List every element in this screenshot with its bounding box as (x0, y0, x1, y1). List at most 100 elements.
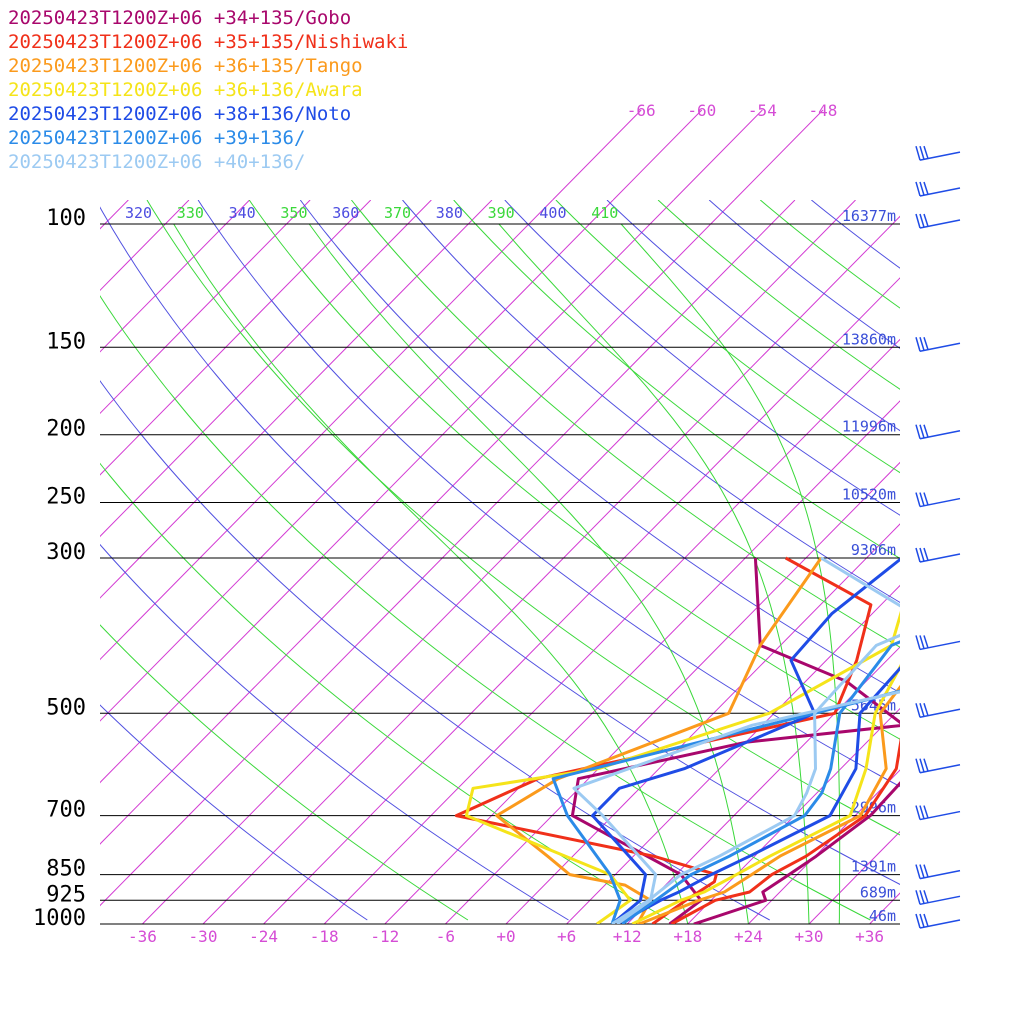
wind-barbs (915, 145, 961, 929)
wind-barb-feather (915, 145, 921, 161)
wind-barb (919, 219, 961, 229)
dewpoint-line-3 (464, 610, 900, 924)
isotherm-line (384, 400, 900, 924)
theta-label: 360 (332, 204, 359, 222)
upper-temperature-tick-label: -48 (809, 101, 838, 120)
pressure-label: 250 (46, 485, 86, 510)
height-label: 689m (860, 883, 896, 901)
dry-adiabat-line (100, 206, 900, 885)
isotherm-line (0, 200, 7, 924)
temperature-line-1 (670, 737, 900, 924)
dry-adiabat-line (504, 200, 900, 516)
wind-barb-feather (915, 635, 921, 650)
wind-barb (919, 342, 961, 352)
wind-barb-feather (923, 145, 929, 159)
upper-isotherm-line (673, 109, 763, 201)
theta-label: 380 (436, 204, 463, 222)
isotherm-line (100, 200, 493, 599)
moist-adiabat-line (308, 223, 749, 924)
upper-temperature-ticks: -66 -60 -54 -48 (627, 101, 838, 120)
wind-barb (919, 763, 961, 774)
upper-isotherm-line (733, 109, 824, 201)
temperature-tick-label: -18 (310, 927, 339, 946)
pressure-label: 200 (46, 417, 86, 442)
theta-label: 330 (177, 204, 204, 222)
dry-adiabat-line (248, 200, 900, 740)
wind-barb-feather (915, 337, 921, 352)
dewpoint-line-1 (454, 556, 873, 924)
dry-adiabat-line (100, 704, 368, 921)
wind-barb-feather (923, 181, 929, 195)
upper-temperature-tick-label: -54 (748, 101, 777, 120)
wind-barb-feather (923, 913, 929, 927)
wind-barb-feather (923, 864, 929, 878)
height-label: 1391m (851, 858, 896, 876)
temperature-tick-label: -24 (249, 927, 278, 946)
theta-label: 390 (488, 204, 515, 222)
temperature-tick-label: +6 (557, 927, 576, 946)
isotherm-line (566, 584, 900, 924)
wind-barb-feather (923, 758, 929, 772)
legend-entry: 20250423T1200Z+06 +38+136/Noto (8, 103, 351, 125)
dewpoint-line-5 (551, 689, 900, 924)
wind-barb (919, 810, 961, 821)
dry-adiabat-line (197, 200, 900, 788)
legend-entry: 20250423T1200Z+06 +36+136/Awara (8, 79, 363, 101)
isotherm-line (991, 200, 1024, 924)
pressure-label: 700 (46, 798, 86, 823)
theta-labels: 320 330 340 350 360 370 380 390 400 410 (125, 204, 618, 222)
wind-barb-feather (919, 213, 925, 228)
temperature-tick-label: -36 (128, 927, 157, 946)
pressure-label: 150 (46, 329, 86, 354)
wind-barb (919, 895, 961, 906)
dry-adiabat-line (606, 200, 900, 432)
wind-barb-feather (919, 890, 925, 904)
isotherm-line (100, 200, 432, 538)
wind-barb-feather (923, 890, 929, 903)
pressure-label: 300 (46, 540, 86, 565)
background-lines (0, 200, 1024, 924)
wind-barb-feather (919, 758, 925, 773)
wind-barb-feather (919, 805, 925, 819)
legend-entry: 20250423T1200Z+06 +34+135/Gobo (8, 7, 351, 29)
theta-label: 340 (229, 204, 256, 222)
temperature-tick-label: -12 (370, 927, 399, 946)
temperature-tick-label: +24 (734, 927, 763, 946)
wind-barb-feather (915, 181, 921, 197)
wind-barb (919, 553, 961, 563)
wind-barb-feather (915, 890, 921, 905)
isotherm-line (100, 200, 796, 907)
height-label: 16377m (842, 207, 896, 225)
isotherm-line (505, 523, 900, 924)
dry-adiabat-line (100, 295, 871, 921)
temperature-tick-label: +30 (795, 927, 824, 946)
wind-barb (919, 919, 961, 929)
wind-barb-feather (915, 213, 921, 229)
height-label: 46m (869, 907, 896, 925)
legend-entry: 20250423T1200Z+06 +39+136/ (8, 127, 305, 149)
wind-barb (919, 708, 961, 719)
wind-barb (919, 497, 961, 508)
wind-barb-feather (919, 635, 925, 649)
wind-barb-feather (919, 145, 925, 160)
wind-barb-feather (915, 864, 921, 879)
temperature-tick-label: +36 (855, 927, 884, 946)
dry-adiabat-line (351, 200, 900, 648)
dry-adiabat-line (299, 200, 900, 694)
dewpoint-line-2 (495, 557, 823, 924)
dewpoint-line-4 (591, 557, 900, 924)
temperature-line-2 (638, 684, 900, 924)
upper-isotherms (552, 109, 824, 201)
pressure-label: 850 (46, 857, 86, 882)
isotherm-line (626, 646, 900, 924)
wind-barb-feather (915, 703, 921, 718)
upper-isotherm-line (552, 109, 642, 201)
wind-barb (919, 151, 961, 161)
temperature-tick-label: -30 (189, 927, 218, 946)
dry-adiabat-line (708, 200, 900, 350)
upper-isotherm-line (612, 109, 703, 201)
temperature-tick-label: -6 (436, 927, 455, 946)
wind-barb-feather (919, 492, 925, 506)
isotherm-line (142, 200, 856, 924)
